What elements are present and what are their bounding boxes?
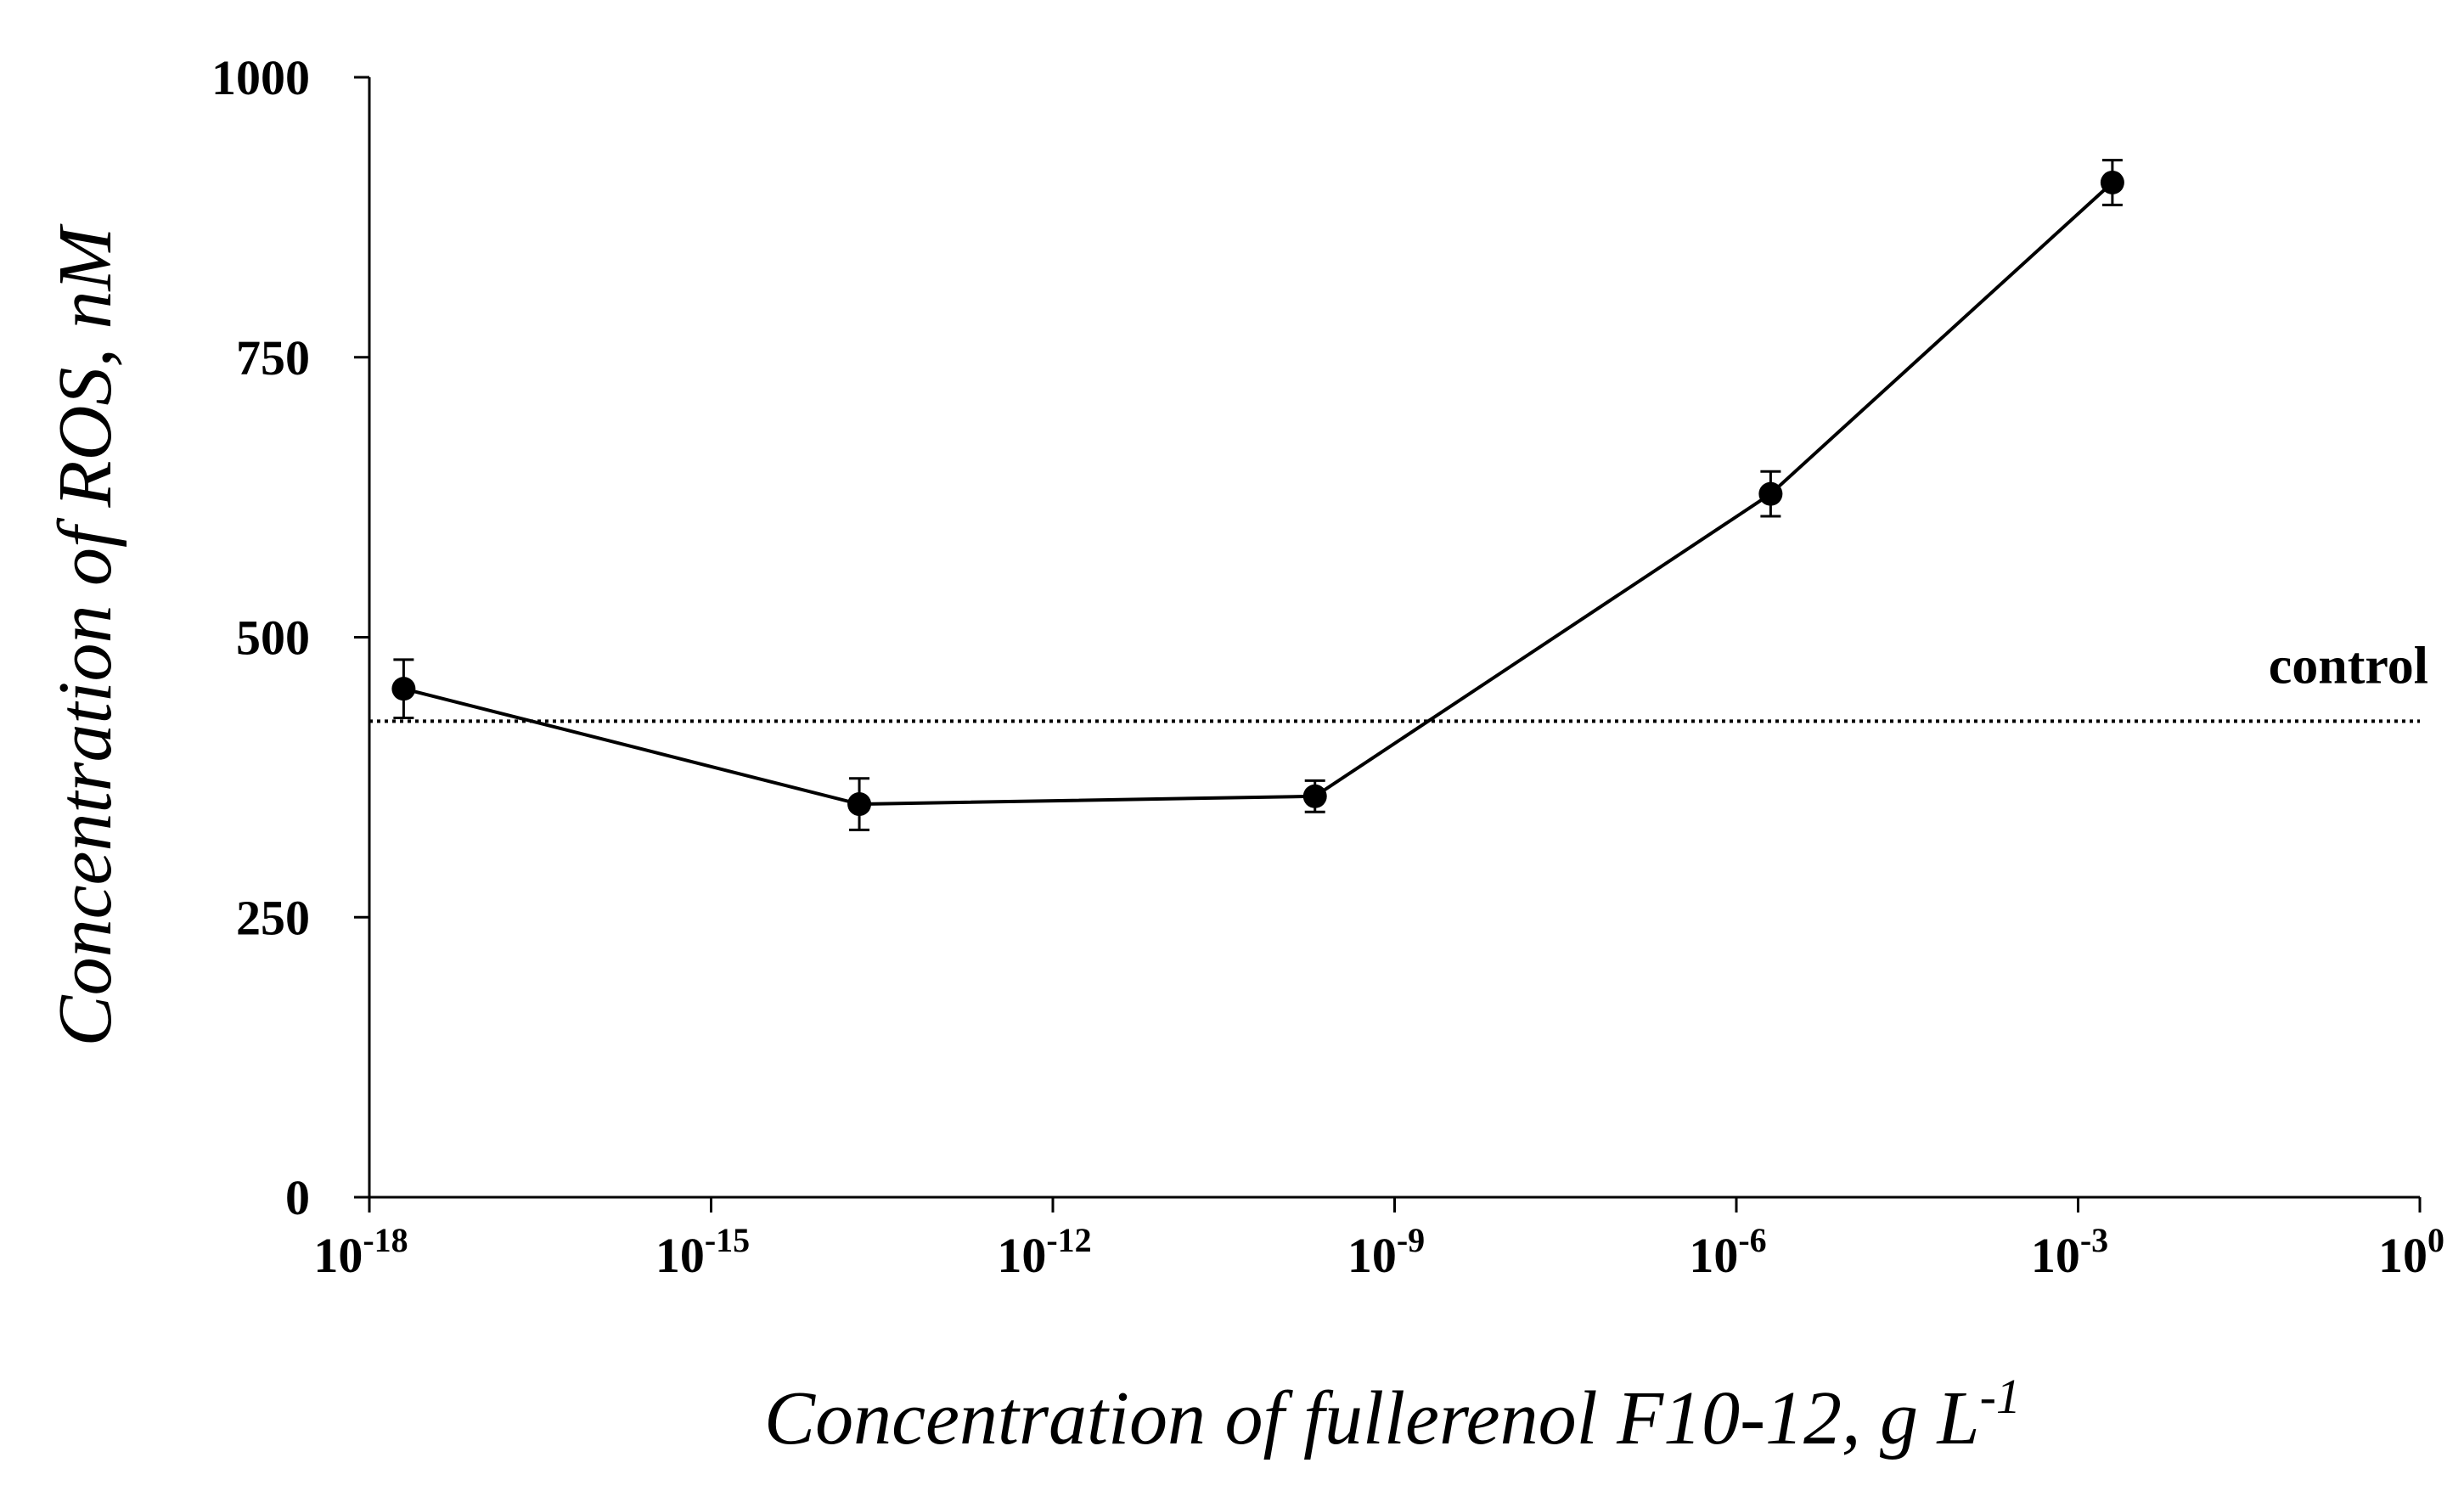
data-point [1302,784,1327,808]
y-axis-title: Concentration of ROS, nM [43,223,127,1047]
y-tick-label: 0 [285,1170,310,1225]
data-point [391,677,416,701]
x-tick-label: 10-12 [997,1221,1091,1283]
x-tick-label-exponent: -15 [705,1221,750,1259]
x-tick-label-exponent: -12 [1046,1221,1091,1259]
x-tick-label: 100 [2378,1221,2444,1283]
y-tick-label: 250 [236,890,310,945]
data-line [402,181,2114,807]
x-axis-title: Concentration of fullerenol F10-12, g L-… [764,1369,2021,1460]
x-tick-label-base: 10 [655,1228,705,1283]
y-tick-label: 1000 [211,50,310,105]
y-tick-label: 500 [236,610,310,666]
x-tick-label-base: 10 [1347,1228,1397,1283]
x-axis-title-text: Concentration of fullerenol F10-12, g L [764,1376,1980,1460]
x-tick-label: 10-9 [1347,1221,1425,1283]
x-tick-label-base: 10 [313,1228,363,1283]
x-tick-label: 10-15 [655,1221,750,1283]
x-tick-label-base: 10 [2031,1228,2080,1283]
x-tick-label-base: 10 [997,1228,1046,1283]
x-tick-label: 10-18 [313,1221,408,1283]
x-tick-label-base: 10 [2378,1228,2427,1283]
x-tick-label-exponent: -6 [1738,1221,1766,1259]
x-tick-label-base: 10 [1689,1228,1738,1283]
data-point [2100,170,2124,194]
control-label: control [2269,637,2428,695]
x-tick-label-exponent: -3 [2080,1221,2108,1259]
data-point [1758,481,1783,506]
x-axis-title-superscript: -1 [1980,1369,2021,1424]
x-tick-label-exponent: 0 [2427,1221,2444,1259]
x-tick-label-exponent: -9 [1397,1221,1425,1259]
x-tick-label-exponent: -18 [363,1221,408,1259]
x-tick-label: 10-6 [1689,1221,1766,1283]
data-point [847,792,872,817]
x-tick-label: 10-3 [2031,1221,2108,1283]
y-tick-label: 750 [236,330,310,385]
